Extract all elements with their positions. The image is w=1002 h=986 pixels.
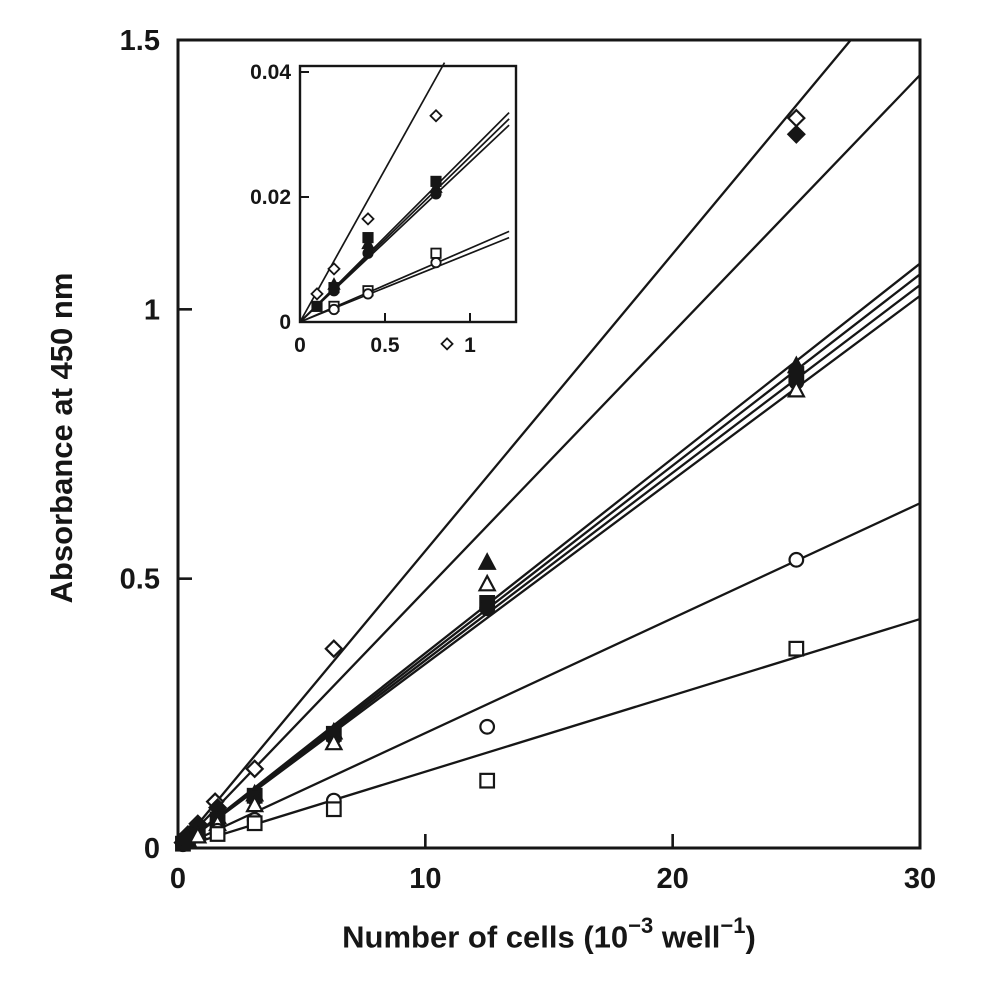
series-open-diamond-marker bbox=[245, 759, 265, 779]
series-open-square-marker bbox=[479, 772, 496, 789]
y-axis-label-text: Absorbance at 450 nm bbox=[44, 272, 79, 604]
y-tick-label: 0 bbox=[144, 833, 160, 865]
x-axis-label-part: ) bbox=[745, 919, 756, 955]
series-open-triangle-marker bbox=[324, 732, 344, 751]
series-filled-circle-marker bbox=[430, 188, 442, 200]
y-axis-label: Absorbance at 450 nm bbox=[44, 273, 80, 604]
series-open-circle-marker bbox=[788, 551, 805, 568]
series-open-diamond-marker bbox=[361, 212, 375, 226]
series-filled-circle-marker bbox=[328, 285, 340, 297]
series-filled-square-marker bbox=[430, 175, 442, 187]
series-filled-circle-fit-line bbox=[177, 284, 921, 849]
series-open-square-marker bbox=[246, 815, 263, 832]
series-open-circle-marker bbox=[430, 257, 442, 269]
stray-diamond-marker bbox=[440, 337, 454, 351]
x-tick-label: 10 bbox=[409, 863, 441, 895]
x-axis-label-superscript: −1 bbox=[720, 913, 746, 938]
series-open-square-marker bbox=[788, 640, 805, 657]
series-filled-diamond-fit-line bbox=[177, 74, 921, 849]
x-axis-label-part: well bbox=[653, 919, 721, 955]
series-filled-square-fit-line bbox=[177, 273, 921, 849]
series-open-triangle-marker bbox=[245, 794, 265, 813]
y-tick-label: 0 bbox=[279, 311, 291, 334]
y-tick-label: 0.02 bbox=[250, 186, 291, 209]
series-open-diamond-marker bbox=[324, 639, 344, 659]
series-open-diamond-fit-line bbox=[177, 39, 852, 849]
series-open-triangle-marker bbox=[188, 825, 208, 844]
y-tick-label: 0.04 bbox=[250, 61, 291, 84]
x-tick-label: 0 bbox=[294, 334, 306, 357]
x-axis-label-part: Number of cells (10 bbox=[342, 919, 629, 955]
series-open-diamond-marker bbox=[429, 108, 443, 123]
series-open-square-fit-line bbox=[177, 617, 921, 850]
x-tick-label: 20 bbox=[657, 863, 689, 895]
series-filled-circle-marker bbox=[479, 600, 496, 617]
series-open-diamond-fit-line bbox=[299, 62, 446, 323]
series-open-circle-marker bbox=[328, 303, 340, 316]
chart-inset: 0 0.5 1 0 0.02 0.04 bbox=[250, 61, 518, 357]
axis-frame bbox=[176, 38, 922, 850]
x-axis-label-superscript: −3 bbox=[628, 913, 654, 938]
series-open-triangle-marker bbox=[786, 379, 806, 398]
series-open-square-marker bbox=[209, 826, 226, 842]
series-filled-circle-marker bbox=[362, 247, 374, 259]
series-open-triangle-fit-line bbox=[177, 294, 921, 849]
x-axis-label: Number of cells (10−3 well−1) bbox=[342, 913, 756, 955]
x-tick-label: 0.5 bbox=[370, 334, 400, 357]
series-filled-diamond-marker bbox=[786, 124, 806, 144]
axis-frame bbox=[298, 64, 518, 324]
x-tick-label: 30 bbox=[904, 863, 936, 895]
y-tick-label: 1.5 bbox=[120, 25, 160, 57]
x-tick-label: 0 bbox=[170, 863, 186, 895]
series-open-circle-marker bbox=[479, 718, 496, 735]
x-tick-label: 1 bbox=[464, 334, 476, 357]
series-filled-square-marker bbox=[311, 300, 323, 312]
series-open-diamond-marker bbox=[327, 262, 341, 276]
series-open-square-marker bbox=[430, 247, 442, 259]
series-open-diamond-marker bbox=[310, 287, 324, 301]
y-tick-label: 0.5 bbox=[120, 564, 160, 596]
series-filled-triangle-marker bbox=[477, 552, 497, 570]
series-open-square-marker bbox=[325, 801, 342, 818]
series-open-circle-marker bbox=[362, 288, 374, 300]
y-tick-label: 1 bbox=[144, 294, 160, 326]
series-open-triangle-marker bbox=[477, 573, 497, 592]
series-filled-square-marker bbox=[362, 232, 374, 244]
